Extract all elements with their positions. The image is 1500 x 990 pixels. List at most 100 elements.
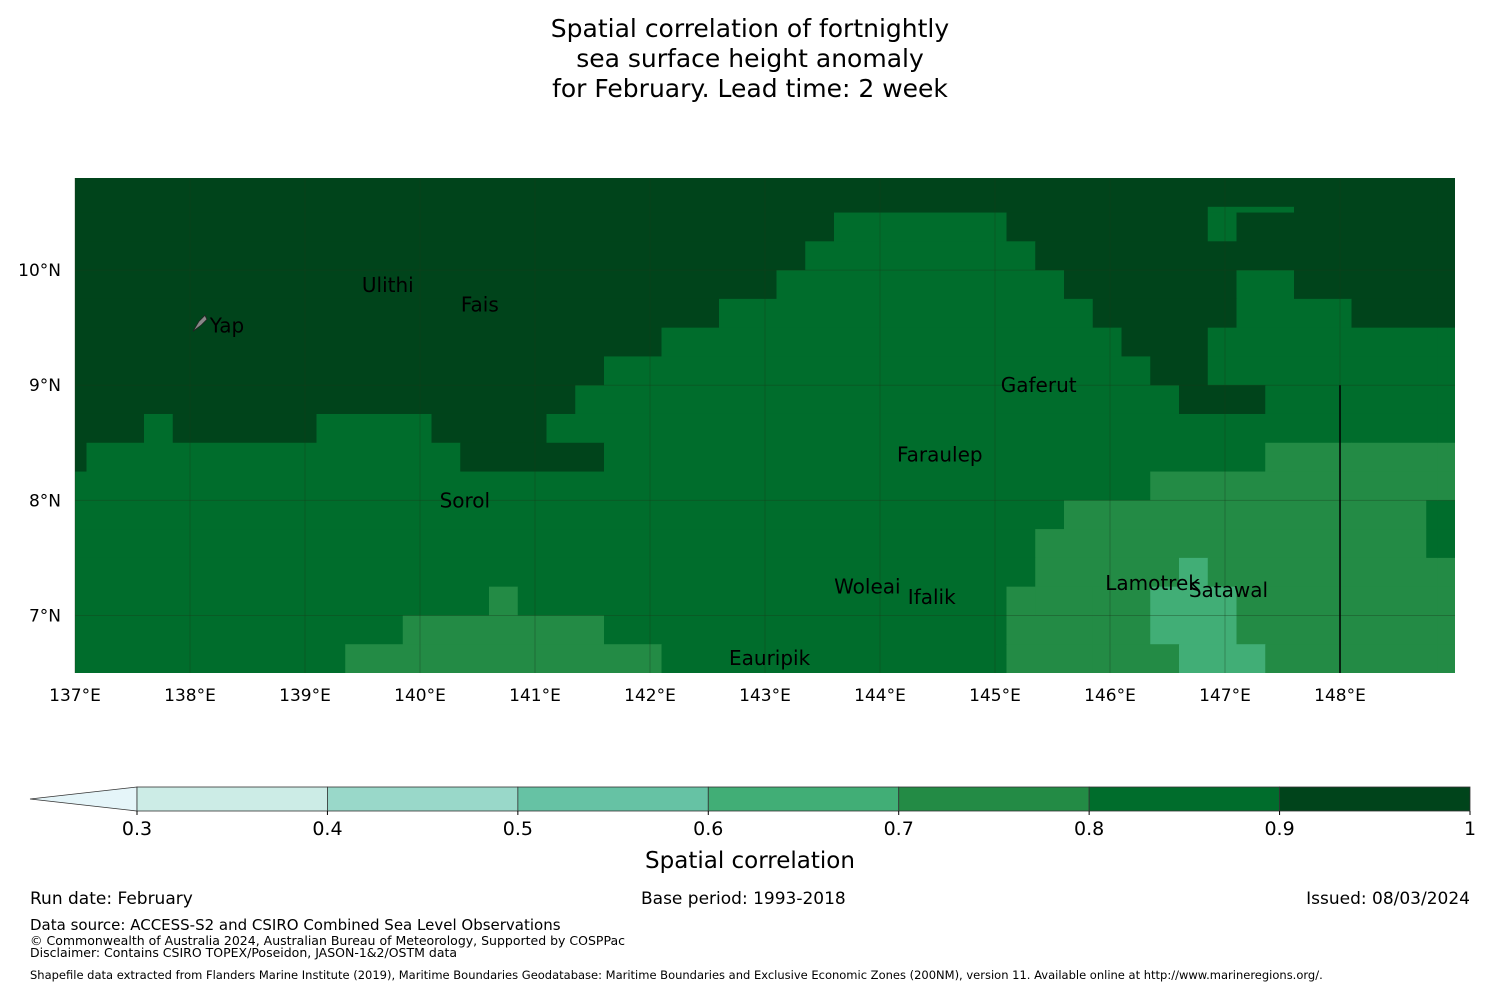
heatmap-cell	[1006, 586, 1036, 617]
heatmap-cell	[604, 356, 1151, 386]
lat-tick-label: 9°N	[29, 376, 61, 396]
title-line-3: for February. Lead time: 2 week	[552, 74, 948, 103]
heatmap-cell	[1207, 212, 1238, 242]
colorbar-segment	[1088, 786, 1280, 812]
heatmap-cell	[1236, 586, 1439, 617]
heatmap-cell	[75, 557, 1036, 588]
heatmap-cell	[172, 413, 318, 444]
lon-tick-label: 138°E	[164, 686, 216, 706]
heatmap-cell	[1092, 615, 1151, 645]
heatmap-cell	[1437, 270, 1455, 300]
heatmap-cell	[1437, 644, 1455, 673]
heatmap-cell	[1207, 327, 1439, 358]
heatmap-cell	[1265, 442, 1353, 473]
colorbar-tick-label: 0.4	[312, 818, 342, 840]
island-label: Faraulep	[897, 442, 983, 466]
heatmap-cell	[776, 270, 1065, 300]
heatmap-cell	[1006, 644, 1094, 673]
colorbar-tick-label: 0.5	[503, 818, 533, 840]
lon-tick-label: 144°E	[854, 686, 906, 706]
colorbar-ticks: 0.3 0.4 0.5 0.6 0.7 0.8 0.9 1	[122, 811, 1476, 840]
colorbar-segment	[898, 786, 1090, 812]
heatmap-cell	[1150, 471, 1439, 501]
heatmap-cell	[1426, 529, 1439, 559]
colorbar-segment	[1279, 786, 1471, 812]
axis-labels: 137°E 138°E 139°E 140°E 141°E 142°E 143°E 144°E…	[18, 261, 1366, 706]
island-label: Woleai	[834, 575, 901, 599]
colorbar-tick-label: 0.6	[693, 818, 723, 840]
shapefile-note: Shapefile data extracted from Flanders M…	[30, 968, 1323, 982]
island-label: Sorol	[440, 488, 491, 512]
lat-tick-label: 10°N	[18, 261, 61, 281]
heatmap-cell	[86, 442, 461, 473]
heatmap-cell	[460, 442, 605, 473]
heatmap-cell	[75, 212, 835, 242]
heatmap-cell	[1351, 442, 1439, 473]
island-label: Eauripik	[729, 646, 811, 670]
heatmap-cell	[661, 644, 1008, 673]
colorbar-segment	[517, 786, 709, 812]
heatmap-cell	[75, 413, 145, 444]
heatmap-cell	[1092, 298, 1238, 329]
heatmap-cell	[75, 442, 88, 473]
colorbar-tick-label: 0.9	[1264, 818, 1294, 840]
heatmap-cell	[546, 413, 1439, 444]
heatmap-cell	[75, 178, 1439, 208]
heatmap-cell	[1437, 206, 1455, 214]
heatmap-cell	[1121, 206, 1209, 214]
heatmap-cell	[75, 644, 346, 673]
colorbar-tick-label: 0.7	[884, 818, 914, 840]
colorbar-segment	[136, 786, 328, 812]
title-line-2: sea surface height anomaly	[576, 44, 924, 73]
heatmap-cell	[75, 241, 806, 271]
heatmap-cell	[1006, 615, 1094, 645]
heatmap-cell	[1437, 212, 1455, 242]
heatmap-cell	[1437, 385, 1455, 415]
lon-tick-label: 143°E	[739, 686, 791, 706]
heatmap-cell	[1437, 178, 1455, 208]
heatmap-cell	[75, 529, 1036, 559]
heatmap-cell	[75, 471, 1151, 501]
lon-tick-label: 139°E	[279, 686, 331, 706]
lon-tick-label: 146°E	[1084, 686, 1136, 706]
heatmap-cell	[1064, 500, 1427, 530]
island-label: Fais	[461, 293, 499, 317]
heatmap-cell	[1150, 356, 1209, 386]
heatmap-cell	[1294, 206, 1439, 214]
heatmap-cell	[805, 241, 1036, 271]
heatmap-cell	[604, 442, 1266, 473]
heatmap-cell	[661, 327, 1123, 358]
heatmap-cell	[1265, 644, 1439, 673]
heatmap-cell	[431, 413, 548, 444]
lon-tick-label: 140°E	[394, 686, 446, 706]
heatmap-cell	[1437, 615, 1455, 645]
colorbar-segment	[707, 786, 900, 812]
run-date: Run date: February	[30, 889, 193, 909]
heatmap-cell	[75, 270, 778, 300]
heatmap-cell	[144, 413, 174, 444]
heatmap-cell	[1006, 212, 1209, 242]
heatmap-cell	[1437, 327, 1455, 358]
island-label: Ulithi	[362, 273, 414, 297]
heatmap-cell	[1294, 270, 1439, 300]
colorbar-tick-label: 0.3	[122, 818, 152, 840]
lat-tick-label: 8°N	[29, 491, 61, 511]
heatmap-cell	[1092, 586, 1151, 617]
lon-tick-label: 142°E	[624, 686, 676, 706]
data-source: Data source: ACCESS-S2 and CSIRO Combine…	[30, 916, 561, 934]
heatmap-cell	[1236, 212, 1439, 242]
heatmap-cell	[834, 212, 1008, 242]
heatmap-cell	[1064, 206, 1123, 214]
heatmap-cell	[1437, 241, 1455, 271]
heatmap-cells	[75, 178, 1455, 673]
title-line-1: Spatial correlation of fortnightly	[550, 14, 950, 43]
heatmap-cell	[316, 413, 433, 444]
lon-tick-label: 145°E	[969, 686, 1021, 706]
heatmap-cell	[1437, 500, 1455, 530]
heatmap-cell	[1150, 586, 1238, 617]
heatmap-cell	[1437, 586, 1455, 617]
lat-tick-label: 7°N	[29, 606, 61, 626]
lon-tick-label: 141°E	[509, 686, 561, 706]
gridlines	[74, 178, 1455, 673]
heatmap-cell	[1121, 327, 1209, 358]
